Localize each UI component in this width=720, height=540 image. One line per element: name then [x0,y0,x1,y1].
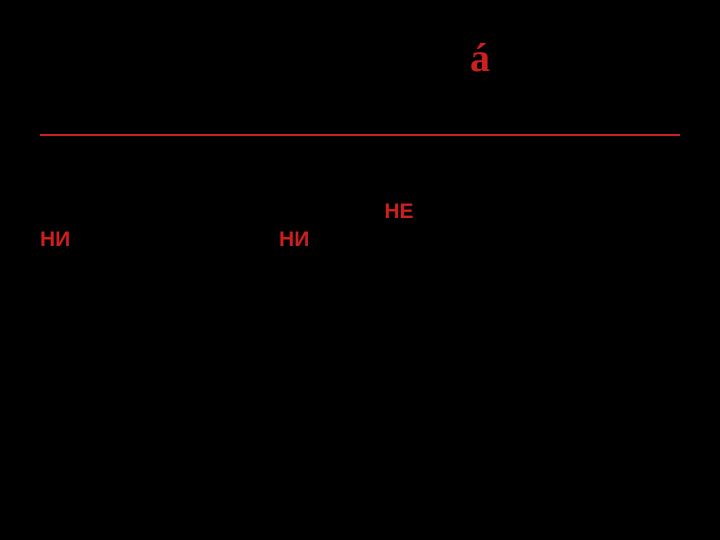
body-line-1a: Изолированные слова-омографы, т.е. слова… [40,172,510,195]
title-accent-letter: á [470,35,490,80]
slide: Правило употребления á (с ударением) Изо… [0,0,720,540]
slide-title: Правило употребления á (с ударением) [40,36,680,126]
body-line-5: по следующему правилу: [40,285,307,308]
title-underline-rule [40,134,680,136]
body-line-3b: по значению, [309,228,454,251]
title-block: Правило употребления á (с ударением) [40,36,680,136]
body-text: Изолированные слова-омографы, т.е. слова… [40,170,680,312]
body-line-2b: совпадающие [414,200,567,223]
body-line-3a: по произношению, [70,228,279,251]
body-line-3-em2: НИ [279,228,309,251]
body-line-2-em: НЕ [384,200,413,223]
title-text-pre: Правило употребления [40,35,470,80]
body-line-2a: совпадающие по написанию, но [40,200,384,223]
body-line-4: пишутся с графическим ударением [40,257,410,280]
body-line-3-em1: НИ [40,228,70,251]
